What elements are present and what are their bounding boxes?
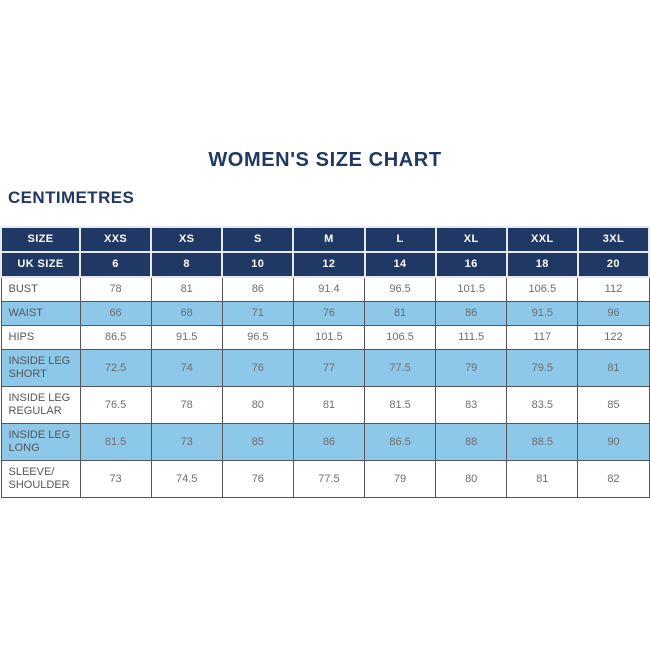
row-label: WAIST bbox=[0, 301, 81, 326]
table-row: SLEEVE/ SHOULDER 73 74.5 76 77.5 79 80 81 82 bbox=[0, 460, 650, 498]
row-label: BUST bbox=[0, 276, 81, 302]
value-cell: 91.5 bbox=[506, 301, 579, 326]
value-cell: 86.5 bbox=[363, 423, 437, 461]
value-cell: 71 bbox=[221, 301, 294, 326]
header-value-cell: 3XL bbox=[576, 226, 650, 253]
header-row: SIZE XXS XS S M L XL XXL 3XL bbox=[0, 226, 650, 253]
header-value-cell: XXL bbox=[505, 226, 579, 253]
value-cell: 73 bbox=[150, 423, 223, 461]
table-row: INSIDE LEG LONG 81.5 73 85 86 86.5 88 88.5 90 bbox=[0, 423, 650, 461]
value-cell: 112 bbox=[577, 276, 650, 302]
value-cell: 86 bbox=[435, 301, 508, 326]
value-cell: 81 bbox=[292, 386, 366, 424]
table-row: WAIST 66 68 71 76 81 86 91.5 96 bbox=[0, 301, 650, 326]
table-row: BUST 78 81 86 91.4 96.5 101.5 106.5 112 bbox=[0, 276, 650, 302]
value-cell: 68 bbox=[150, 301, 223, 326]
value-cell: 81 bbox=[506, 460, 579, 498]
header-value-cell: 12 bbox=[292, 251, 366, 278]
header-value-cell: 14 bbox=[363, 251, 437, 278]
row-label: SLEEVE/ SHOULDER bbox=[0, 460, 81, 498]
header-value-cell: XS bbox=[150, 226, 224, 253]
page-title: WOMEN'S SIZE CHART bbox=[208, 149, 442, 171]
value-cell: 85 bbox=[577, 386, 650, 424]
header-value-cell: XXS bbox=[78, 226, 153, 253]
value-cell: 79.5 bbox=[506, 349, 579, 387]
header-value-cell: 16 bbox=[434, 251, 508, 278]
value-cell: 111.5 bbox=[435, 325, 508, 350]
value-cell: 80 bbox=[221, 386, 294, 424]
value-cell: 74 bbox=[150, 349, 223, 387]
value-cell: 83 bbox=[435, 386, 508, 424]
row-label: INSIDE LEG LONG bbox=[0, 423, 81, 461]
table-header: SIZE XXS XS S M L XL XXL 3XL UK SIZE 6 8 10 12 14 16 18 2… bbox=[0, 226, 650, 278]
value-cell: 74.5 bbox=[150, 460, 223, 498]
value-cell: 91.4 bbox=[292, 276, 366, 302]
unit-label: CENTIMETRES bbox=[8, 188, 135, 207]
value-cell: 81 bbox=[363, 301, 437, 326]
value-cell: 122 bbox=[577, 325, 650, 350]
size-chart-table: SIZE XXS XS S M L XL XXL 3XL UK SIZE 6 8 10 12 14 16 18 2… bbox=[0, 226, 650, 498]
value-cell: 73 bbox=[79, 460, 152, 498]
value-cell: 76.5 bbox=[79, 386, 152, 424]
value-cell: 85 bbox=[221, 423, 294, 461]
table-body: BUST 78 81 86 91.4 96.5 101.5 106.5 112 WAIST 66 68… bbox=[0, 276, 650, 498]
value-cell: 76 bbox=[221, 349, 294, 387]
header-row-label: UK SIZE bbox=[0, 251, 81, 278]
row-label: INSIDE LEG REGULAR bbox=[0, 386, 81, 424]
header-value-cell: 20 bbox=[576, 251, 650, 278]
header-value-cell: 8 bbox=[150, 251, 224, 278]
value-cell: 101.5 bbox=[435, 276, 508, 302]
value-cell: 78 bbox=[79, 276, 152, 302]
value-cell: 96.5 bbox=[221, 325, 294, 350]
row-label: INSIDE LEG SHORT bbox=[0, 349, 81, 387]
value-cell: 106.5 bbox=[506, 276, 579, 302]
value-cell: 117 bbox=[506, 325, 579, 350]
value-cell: 72.5 bbox=[79, 349, 152, 387]
value-cell: 86.5 bbox=[79, 325, 152, 350]
table-row: HIPS 86.5 91.5 96.5 101.5 106.5 111.5 117 122 bbox=[0, 325, 650, 350]
value-cell: 88.5 bbox=[506, 423, 579, 461]
header-row-label: SIZE bbox=[0, 226, 81, 253]
header-value-cell: M bbox=[292, 226, 366, 253]
value-cell: 81.5 bbox=[79, 423, 152, 461]
value-cell: 79 bbox=[363, 460, 437, 498]
value-cell: 101.5 bbox=[292, 325, 366, 350]
value-cell: 78 bbox=[150, 386, 223, 424]
table-row: INSIDE LEG REGULAR 76.5 78 80 81 81.5 83 83.5 85 bbox=[0, 386, 650, 424]
header-value-cell: L bbox=[363, 226, 437, 253]
value-cell: 90 bbox=[577, 423, 650, 461]
header-value-cell: S bbox=[221, 226, 295, 253]
value-cell: 86 bbox=[221, 276, 294, 302]
value-cell: 77.5 bbox=[292, 460, 366, 498]
table-row: INSIDE LEG SHORT 72.5 74 76 77 77.5 79 79.5 81 bbox=[0, 349, 650, 387]
value-cell: 82 bbox=[577, 460, 650, 498]
value-cell: 80 bbox=[435, 460, 508, 498]
value-cell: 79 bbox=[435, 349, 508, 387]
value-cell: 106.5 bbox=[363, 325, 437, 350]
row-label: HIPS bbox=[0, 325, 81, 350]
header-value-cell: 6 bbox=[78, 251, 153, 278]
value-cell: 81 bbox=[577, 349, 650, 387]
value-cell: 88 bbox=[435, 423, 508, 461]
value-cell: 83.5 bbox=[506, 386, 579, 424]
value-cell: 81.5 bbox=[363, 386, 437, 424]
value-cell: 86 bbox=[292, 423, 366, 461]
value-cell: 91.5 bbox=[150, 325, 223, 350]
value-cell: 96.5 bbox=[363, 276, 437, 302]
value-cell: 66 bbox=[79, 301, 152, 326]
value-cell: 76 bbox=[292, 301, 366, 326]
value-cell: 76 bbox=[221, 460, 294, 498]
header-value-cell: 18 bbox=[505, 251, 579, 278]
header-value-cell: 10 bbox=[221, 251, 295, 278]
value-cell: 77 bbox=[292, 349, 366, 387]
header-row: UK SIZE 6 8 10 12 14 16 18 20 bbox=[0, 251, 650, 278]
header-value-cell: XL bbox=[434, 226, 508, 253]
value-cell: 81 bbox=[150, 276, 223, 302]
value-cell: 77.5 bbox=[363, 349, 437, 387]
value-cell: 96 bbox=[577, 301, 650, 326]
